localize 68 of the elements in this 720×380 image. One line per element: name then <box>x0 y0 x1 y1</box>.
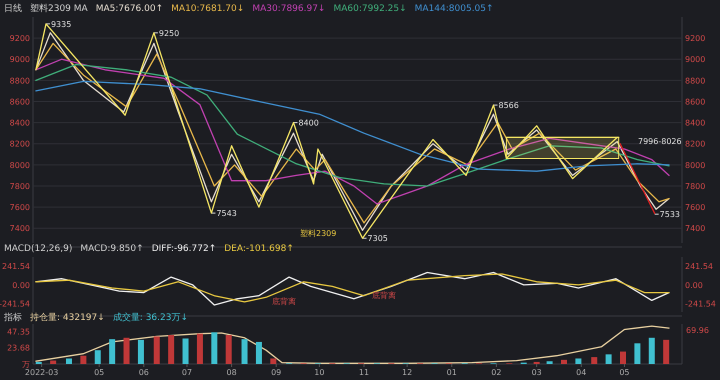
annotation: 9335 <box>50 20 72 29</box>
x-tick-label: 05 <box>94 368 104 377</box>
y2-tick-label: 7600 <box>685 203 706 212</box>
y2-tick-label: 7800 <box>685 182 706 191</box>
text: 持仓量: 432197↓ <box>30 312 105 323</box>
x-tick-label: 07 <box>182 368 192 377</box>
annotation: 塑料2309 <box>300 229 336 238</box>
text: MA5:7676.00↑ <box>96 4 164 14</box>
annotation: 7543 <box>216 209 237 218</box>
y2-tick-label: 8800 <box>685 76 706 86</box>
annotation: 底背离 <box>272 297 296 306</box>
chart-title: MACD(12,26,9) <box>4 244 72 254</box>
text: DIFF:-96.772↑ <box>152 244 216 254</box>
x-tick-label: 01 <box>446 368 457 377</box>
y-tick-label: 万 <box>22 360 30 369</box>
x-tick-label: 02 <box>491 368 502 377</box>
chart-subtitle: 塑料2309 MA <box>30 3 89 14</box>
x-tick-label: 09 <box>271 368 282 377</box>
text: DEA:-101.698↑ <box>224 244 294 254</box>
text: MA30:7896.97↓ <box>252 4 326 14</box>
y-tick-label: 23.68 <box>7 344 30 353</box>
annotation: 8566 <box>498 101 519 110</box>
y-tick-label: 9000 <box>10 55 30 64</box>
chart-subtitle: MACD:9.850↑ <box>80 244 144 254</box>
y-tick-label: 7800 <box>10 182 30 191</box>
y-tick-label: 8400 <box>10 118 30 128</box>
y-tick-label: 241.54 <box>2 262 30 272</box>
y2-tick-label: 241.54 <box>685 262 713 272</box>
y2-tick-label: -241.54 <box>685 300 716 309</box>
y2-tick-label: 8400 <box>685 118 706 128</box>
y-tick-label: 8200 <box>10 140 30 149</box>
text: MA144:8005.05↑ <box>414 4 494 14</box>
x-tick-label: 2022-03 <box>24 368 58 377</box>
chart-title: 指标 <box>3 312 22 323</box>
x-tick-label: 05 <box>619 368 630 377</box>
x-tick-label: 04 <box>576 368 586 377</box>
x-tick-label: 03 <box>532 368 542 377</box>
y-tick-label: 7600 <box>10 203 30 212</box>
y2-tick-label: 8200 <box>685 140 706 149</box>
y2-tick-label: 7400 <box>685 224 706 234</box>
y2-tick-label: 0.00 <box>685 280 703 290</box>
y-tick-label: 9200 <box>10 34 30 44</box>
y-tick-label: 8000 <box>10 160 30 170</box>
annotation: 7305 <box>368 234 388 244</box>
y2-tick-label: 8000 <box>685 160 706 170</box>
annotation: 7996-8026 <box>638 137 682 146</box>
annotation: 8400 <box>298 118 319 128</box>
series-label: 成交量: 36.23万↓ <box>112 312 188 323</box>
x-tick-label: 11 <box>358 368 370 377</box>
x-tick-label: 10 <box>314 368 324 377</box>
text: MA10:7681.70↓ <box>171 4 244 14</box>
y-tick-label: 47.35 <box>7 327 30 336</box>
y-tick-label: 8800 <box>10 76 30 86</box>
y-tick-label: 8600 <box>10 97 30 106</box>
text: 69.96 <box>686 326 709 335</box>
y2-tick-label: 9000 <box>685 55 706 64</box>
text: MA60:7992.25↓ <box>333 4 407 14</box>
y-tick-label: 0.00 <box>12 280 30 290</box>
y-tick-label: 7400 <box>10 224 30 234</box>
annotation: 底背离 <box>372 291 396 300</box>
x-tick-label: 12 <box>402 368 412 377</box>
annotation: 7533 <box>660 210 680 220</box>
chart-title: 日线 <box>4 3 22 14</box>
x-tick-label: 08 <box>226 368 237 377</box>
y2-tick-label: 9200 <box>685 34 706 44</box>
annotation: 9250 <box>158 28 180 38</box>
y2-tick-label: 8600 <box>685 97 706 106</box>
x-tick-label: 06 <box>138 368 149 377</box>
